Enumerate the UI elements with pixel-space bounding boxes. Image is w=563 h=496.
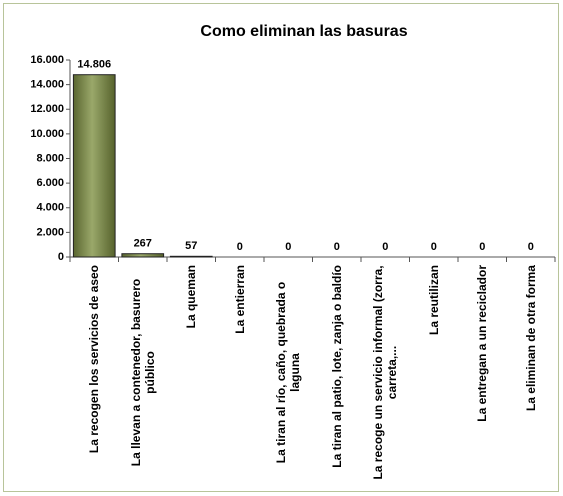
value-label: 57 [185,240,197,252]
value-label: 0 [285,241,291,253]
value-label: 0 [382,241,388,253]
value-label: 0 [237,241,243,253]
x-tick-text: La llevan a contenedor, basurero público [128,278,157,467]
y-tick-label: 6.000 [36,177,64,189]
x-tick-text: La queman [184,265,199,329]
value-label: 267 [134,238,152,250]
x-tick-label: La recogen los servicios de aseo [70,265,118,480]
y-tick-label: 14.000 [30,79,64,91]
x-tick-text: La recogen los servicios de aseo [87,265,102,454]
x-tick-label: La entierran [216,265,264,480]
chart-title: Como eliminan las basuras [200,23,407,40]
y-tick-label: 16.000 [30,54,64,66]
y-tick-label: 10.000 [30,128,64,140]
value-label: 0 [334,241,340,253]
y-tick-label: 2.000 [36,226,64,238]
x-tick-text: La entregan a un reciclador [475,265,490,422]
x-tick-text: La eliminan de otra forma [523,265,538,412]
x-tick-label: La reutilizan [410,265,458,480]
y-tick-label: 12.000 [30,103,64,115]
x-tick-label: La tiran al patio, lote, zanja o baldío [313,265,361,480]
y-tick-label: 0 [58,251,64,263]
bar [72,74,116,258]
bar [169,255,213,258]
x-tick-label: La queman [167,265,215,480]
x-tick-label: La tiran al río, caño, quebrada o laguna [264,265,312,480]
x-tick-text: La tiran al río, caño, quebrada o laguna [274,281,303,464]
x-tick-label: La eliminan de otra forma [507,265,555,480]
x-tick-text: La reutilizan [426,265,441,336]
y-tick-label: 4.000 [36,202,64,214]
x-tick-text: La entierran [232,265,247,334]
x-tick-label: La llevan a contenedor, basurero público [119,265,167,480]
value-label: 14.806 [77,59,111,71]
x-tick-label: La entregan a un reciclador [458,265,506,480]
bar [121,253,165,258]
x-tick-text: La tiran al patio, lote, zanja o baldío [329,265,344,468]
value-label: 0 [528,241,534,253]
x-tick-label: La recoge un servicio informal (zorra, c… [361,265,409,480]
y-tick-label: 8.000 [36,152,64,164]
value-label: 0 [431,241,437,253]
value-label: 0 [479,241,485,253]
x-tick-text: La recoge un servicio informal (zorra, c… [371,265,400,480]
